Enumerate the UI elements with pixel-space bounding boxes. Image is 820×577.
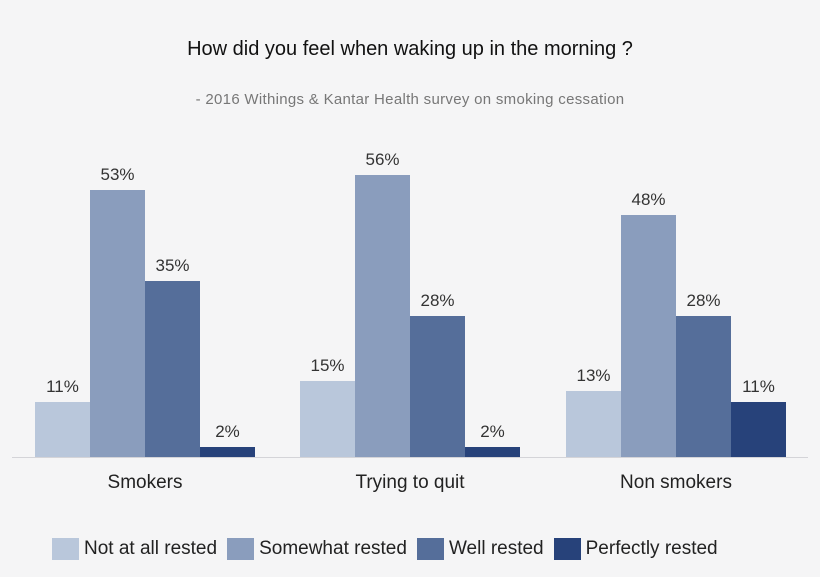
category-label-smokers: Smokers bbox=[107, 472, 183, 493]
legend-swatch bbox=[227, 538, 255, 560]
category-label-trying-to-quit: Trying to quit bbox=[355, 472, 465, 493]
bar-non-smokers-not-at-all-rested bbox=[566, 391, 621, 457]
bar-smokers-perfectly-rested bbox=[200, 447, 255, 457]
legend: Not at all rested Somewhat rested Well r… bbox=[52, 538, 728, 560]
bar-smokers-well-rested bbox=[145, 281, 200, 457]
bar-trying-to-quit-somewhat-rested bbox=[355, 175, 410, 457]
data-label: 28% bbox=[686, 291, 721, 310]
data-label: 11% bbox=[742, 377, 775, 396]
bar-trying-to-quit-well-rested bbox=[410, 316, 465, 457]
chart-subtitle: - 2016 Withings & Kantar Health survey o… bbox=[195, 91, 625, 108]
legend-item-somewhat-rested: Somewhat rested bbox=[227, 538, 407, 560]
data-label: 11% bbox=[46, 377, 79, 396]
legend-item-perfectly-rested: Perfectly rested bbox=[553, 538, 718, 560]
data-label: 56% bbox=[365, 150, 400, 169]
bar-non-smokers-perfectly-rested bbox=[731, 402, 786, 457]
data-label: 35% bbox=[155, 256, 190, 275]
data-label: 48% bbox=[631, 190, 666, 209]
legend-swatch bbox=[553, 538, 581, 560]
bar-trying-to-quit-perfectly-rested bbox=[465, 447, 520, 457]
bar-non-smokers-somewhat-rested bbox=[621, 215, 676, 457]
data-label: 53% bbox=[100, 165, 135, 184]
bar-non-smokers-well-rested bbox=[676, 316, 731, 457]
legend-swatch bbox=[416, 538, 444, 560]
bar-trying-to-quit-not-at-all-rested bbox=[300, 381, 355, 457]
legend-item-not-at-all-rested: Not at all rested bbox=[52, 538, 217, 560]
data-label: 15% bbox=[310, 356, 345, 375]
legend-swatch bbox=[52, 538, 79, 560]
legend-label: Somewhat rested bbox=[259, 538, 407, 559]
chart-title: How did you feel when waking up in the m… bbox=[187, 38, 633, 60]
bar-smokers-somewhat-rested bbox=[90, 190, 145, 457]
data-label: 13% bbox=[576, 366, 611, 385]
legend-item-well-rested: Well rested bbox=[416, 538, 544, 560]
data-label: 28% bbox=[420, 291, 455, 310]
x-axis-line bbox=[12, 457, 808, 458]
legend-label: Perfectly rested bbox=[585, 538, 718, 559]
bar-smokers-not-at-all-rested bbox=[35, 402, 90, 457]
legend-label: Well rested bbox=[448, 538, 544, 559]
data-label: 2% bbox=[480, 422, 505, 441]
legend-label: Not at all rested bbox=[84, 538, 218, 559]
category-label-non-smokers: Non smokers bbox=[620, 472, 732, 493]
data-label: 2% bbox=[215, 422, 240, 441]
